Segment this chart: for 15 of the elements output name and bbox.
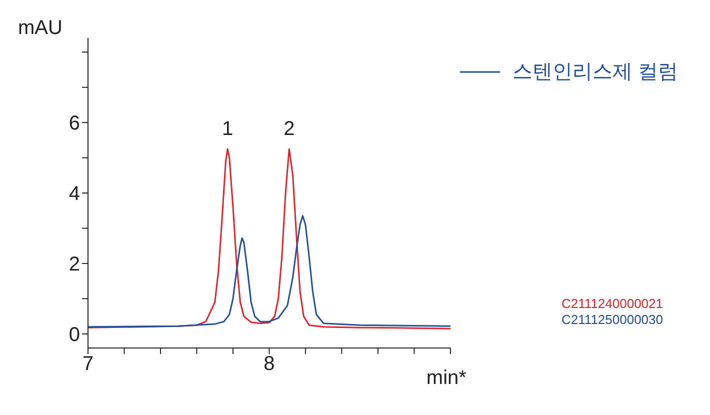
y-tick-label: 4: [68, 183, 80, 206]
y-tick-label: 6: [68, 112, 80, 135]
text: C2111250000030: [562, 312, 663, 328]
line-series: [88, 148, 450, 330]
x-tick-label: 8: [264, 353, 275, 376]
annotation: 1: [222, 118, 234, 140]
y-axis-title: mAU: [18, 17, 62, 40]
line-series: [88, 215, 450, 328]
y-tick-label: 2: [68, 254, 80, 276]
x-axis-title: min*: [426, 367, 467, 389]
text: C2111240000021: [562, 296, 663, 312]
y-tick-label: 0: [68, 324, 80, 346]
legend-label: 스텐인리스제 컬럼: [512, 60, 678, 85]
annotation: 2: [284, 118, 295, 140]
x-tick-label: 7: [82, 353, 94, 376]
